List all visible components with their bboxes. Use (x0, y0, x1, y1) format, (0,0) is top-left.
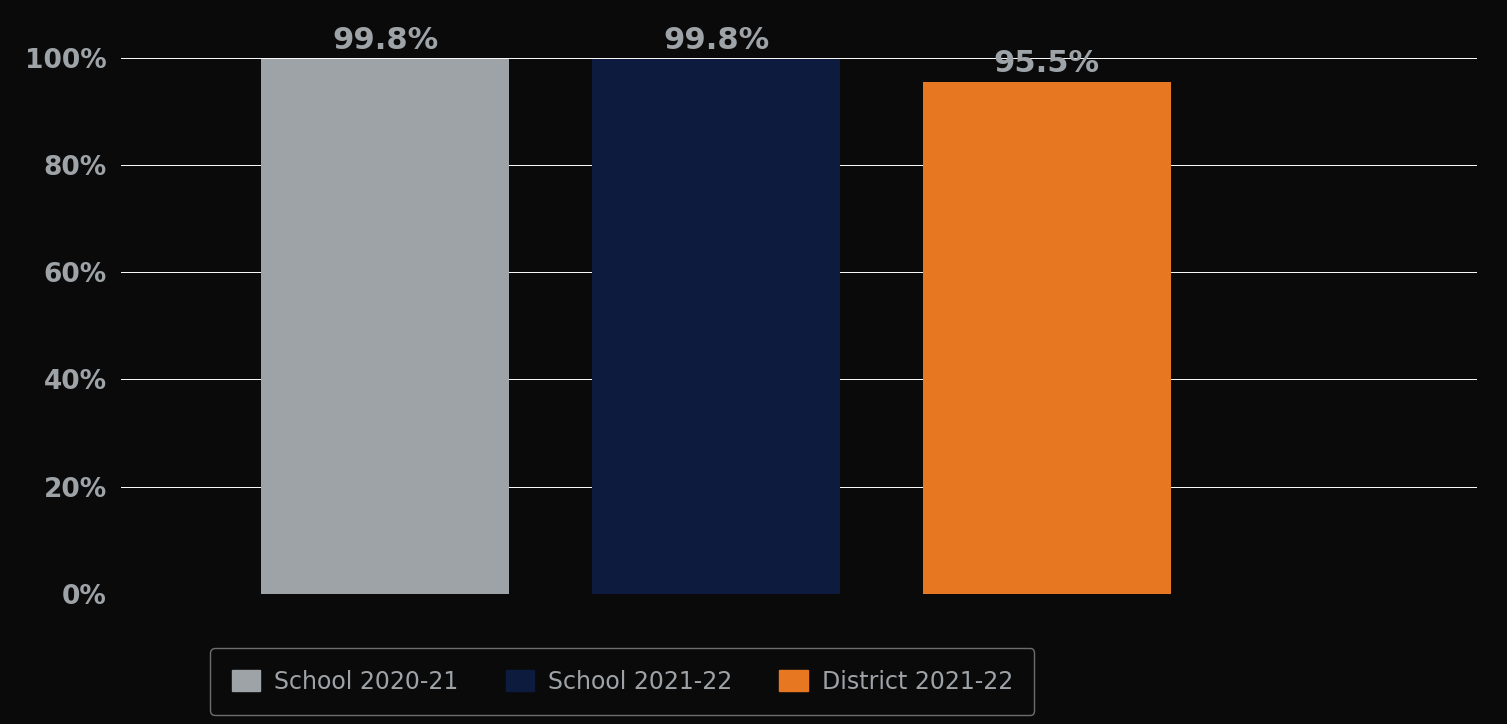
Text: 95.5%: 95.5% (993, 49, 1100, 77)
Legend: School 2020-21, School 2021-22, District 2021-22: School 2020-21, School 2021-22, District… (211, 649, 1034, 715)
Bar (261, 59, 509, 594)
Bar (592, 59, 839, 594)
Text: 99.8%: 99.8% (332, 26, 439, 55)
Bar (922, 82, 1171, 594)
Text: 99.8%: 99.8% (663, 26, 769, 55)
